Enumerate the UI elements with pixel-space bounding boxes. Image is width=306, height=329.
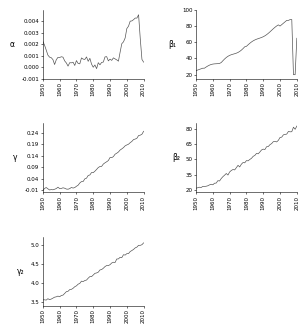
Y-axis label: β₁: β₁ — [168, 40, 176, 49]
Y-axis label: β₂: β₂ — [172, 153, 180, 163]
Y-axis label: α: α — [9, 40, 14, 49]
Y-axis label: γ₂: γ₂ — [17, 267, 25, 276]
Y-axis label: γ: γ — [13, 153, 18, 163]
